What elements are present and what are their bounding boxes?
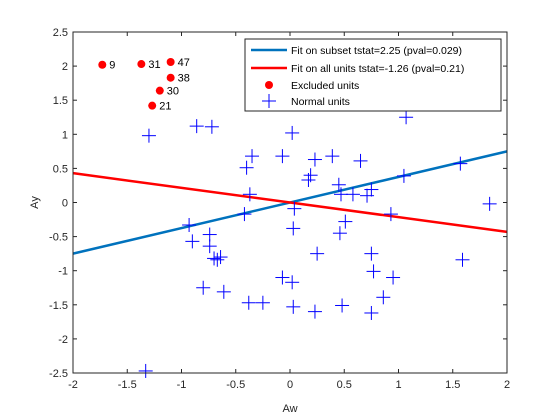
x-tick-label: -2 <box>68 379 78 391</box>
normal-unit-marker <box>141 128 156 143</box>
legend-box <box>244 38 502 112</box>
x-tick-label: 0 <box>287 379 293 391</box>
x-tick-label: 0.5 <box>337 379 352 391</box>
legend-fit-all-label: Fit on all units tstat=-1.26 (pval=0.21) <box>291 63 464 75</box>
normal-unit-marker <box>396 168 411 183</box>
excluded-unit-label: 21 <box>159 101 171 113</box>
normal-unit-marker <box>275 149 290 164</box>
x-tick-label: -1.5 <box>118 379 137 391</box>
fit-lines <box>72 150 508 255</box>
normal-unit-marker <box>286 221 301 236</box>
x-tick-label: -1 <box>177 379 187 391</box>
normal-unit-marker <box>345 187 360 202</box>
normal-unit-marker <box>482 196 497 211</box>
normal-unit-marker <box>196 280 211 295</box>
excluded-unit-label: 9 <box>109 60 115 72</box>
y-tick-label: 1 <box>62 129 68 141</box>
excluded-unit-marker <box>137 60 146 69</box>
y-tick-label: -2.5 <box>49 368 68 380</box>
normal-unit-marker <box>287 201 302 216</box>
normal-unit-marker <box>376 290 391 305</box>
normal-unit-marker <box>239 160 254 175</box>
excluded-unit-label: 38 <box>178 73 190 85</box>
excluded-unit-label: 31 <box>148 59 160 71</box>
x-tick-label: 1 <box>395 379 401 391</box>
y-tick-label: 0 <box>62 198 68 210</box>
normal-unit-marker <box>364 305 379 320</box>
normal-unit-marker <box>285 125 300 140</box>
normal-unit-marker <box>303 168 318 183</box>
normal-unit-marker <box>207 251 222 266</box>
legend: Fit on subset tstat=2.25 (pval=0.029) Fi… <box>244 38 502 112</box>
y-axis-ticks: -2.5 -2 -1.5 -1 -0.5 0 0.5 1 1.5 2 2.5 <box>49 27 507 380</box>
normal-unit-marker <box>333 187 348 202</box>
normal-unit-marker <box>325 149 340 164</box>
legend-excluded-label: Excluded units <box>291 80 359 92</box>
excluded-unit-label: 47 <box>178 57 190 69</box>
normal-unit-marker <box>255 295 270 310</box>
excluded-unit-label: 30 <box>167 86 179 98</box>
y-tick-label: 2.5 <box>53 27 68 39</box>
normal-unit-marker <box>182 218 197 233</box>
legend-normal-label: Normal units <box>291 96 350 108</box>
y-axis-label: Ay <box>29 196 41 209</box>
y-tick-label: 1.5 <box>53 95 68 107</box>
x-axis-label: Aw <box>282 403 297 415</box>
x-tick-label: -0.5 <box>226 379 245 391</box>
normal-unit-marker <box>202 239 217 254</box>
y-tick-label: -0.5 <box>49 232 68 244</box>
normal-unit-marker <box>210 252 225 267</box>
normal-unit-marker <box>364 182 379 197</box>
legend-excluded-marker <box>265 81 273 89</box>
normal-unit-marker <box>189 119 204 134</box>
y-tick-label: -1 <box>58 266 68 278</box>
x-axis-ticks: -2 -1.5 -1 -0.5 0 0.5 1 1.5 2 <box>68 32 510 391</box>
normal-unit-marker <box>245 149 260 164</box>
normal-unit-marker <box>138 363 153 378</box>
normal-unit-marker <box>455 252 470 267</box>
normal-unit-marker <box>338 214 353 229</box>
normal-unit-marker <box>275 270 290 285</box>
x-tick-label: 2 <box>504 379 510 391</box>
normal-unit-marker <box>332 226 347 241</box>
normal-unit-marker <box>453 156 468 171</box>
legend-fit-subset-label: Fit on subset tstat=2.25 (pval=0.029) <box>291 45 462 57</box>
excluded-unit-marker <box>166 58 175 67</box>
normal-unit-marker <box>204 119 219 134</box>
x-tick-label: 1.5 <box>445 379 460 391</box>
normal-unit-marker <box>286 299 301 314</box>
normal-unit-marker <box>241 295 256 310</box>
normal-unit-marker <box>307 152 322 167</box>
y-tick-label: 2 <box>62 61 68 73</box>
normal-unit-marker <box>213 250 228 265</box>
normal-units-markers <box>138 110 497 378</box>
normal-unit-marker <box>383 207 398 222</box>
y-tick-label: -1.5 <box>49 300 68 312</box>
normal-unit-marker <box>353 153 368 168</box>
normal-unit-marker <box>364 246 379 261</box>
normal-unit-marker <box>242 187 257 202</box>
normal-unit-marker <box>307 304 322 319</box>
normal-unit-marker <box>237 207 252 222</box>
normal-unit-marker <box>399 110 414 125</box>
legend-normal-marker <box>262 94 276 108</box>
normal-unit-marker <box>335 298 350 313</box>
excluded-unit-marker <box>166 73 175 82</box>
normal-unit-marker <box>366 264 381 279</box>
normal-unit-marker <box>185 234 200 249</box>
normal-unit-marker <box>310 246 325 261</box>
fit-line-all-units <box>72 171 508 234</box>
normal-unit-marker <box>331 177 346 192</box>
y-tick-label: 0.5 <box>53 163 68 175</box>
excluded-unit-marker <box>148 101 157 110</box>
normal-unit-marker <box>386 270 401 285</box>
normal-unit-marker <box>216 284 231 299</box>
excluded-unit-marker <box>98 60 107 69</box>
normal-unit-marker <box>285 275 300 290</box>
excluded-unit-marker <box>155 86 164 95</box>
y-tick-label: -2 <box>58 334 68 346</box>
